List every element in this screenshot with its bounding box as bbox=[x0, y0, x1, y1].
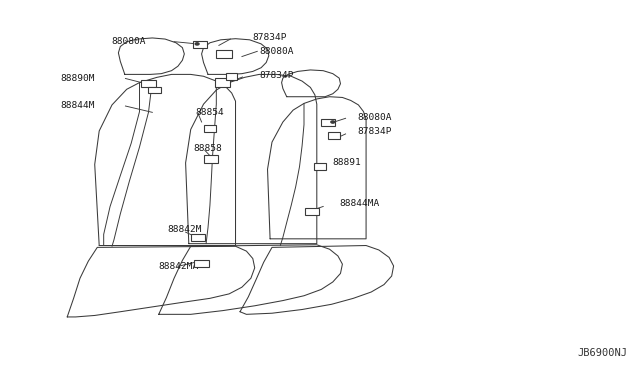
Text: JB6900NJ: JB6900NJ bbox=[577, 348, 627, 358]
FancyBboxPatch shape bbox=[216, 50, 232, 58]
FancyBboxPatch shape bbox=[204, 125, 216, 132]
Text: 88080A: 88080A bbox=[357, 113, 392, 122]
FancyBboxPatch shape bbox=[328, 132, 340, 139]
Text: 88844MA: 88844MA bbox=[339, 199, 380, 208]
FancyBboxPatch shape bbox=[204, 155, 218, 163]
FancyBboxPatch shape bbox=[305, 208, 319, 215]
Text: 88842M: 88842M bbox=[168, 225, 202, 234]
Text: 87834P: 87834P bbox=[259, 71, 294, 80]
Text: 88080A: 88080A bbox=[111, 37, 146, 46]
Text: 88842MA: 88842MA bbox=[159, 262, 199, 271]
FancyBboxPatch shape bbox=[141, 80, 156, 87]
Text: 88890M: 88890M bbox=[60, 74, 95, 83]
FancyBboxPatch shape bbox=[314, 163, 326, 170]
Text: 87834P: 87834P bbox=[357, 127, 392, 136]
Text: 88854: 88854 bbox=[195, 108, 224, 117]
FancyBboxPatch shape bbox=[193, 41, 207, 48]
FancyBboxPatch shape bbox=[194, 260, 209, 267]
FancyBboxPatch shape bbox=[226, 73, 237, 80]
Text: 88891: 88891 bbox=[333, 158, 362, 167]
Text: 88858: 88858 bbox=[193, 144, 222, 153]
Text: 88080A: 88080A bbox=[259, 47, 294, 56]
Text: 88844M: 88844M bbox=[60, 101, 95, 110]
FancyBboxPatch shape bbox=[148, 87, 161, 93]
FancyBboxPatch shape bbox=[321, 119, 335, 126]
Text: 87834P: 87834P bbox=[253, 33, 287, 42]
FancyBboxPatch shape bbox=[215, 78, 230, 87]
Circle shape bbox=[195, 43, 199, 45]
FancyBboxPatch shape bbox=[191, 234, 205, 241]
Circle shape bbox=[331, 121, 335, 123]
